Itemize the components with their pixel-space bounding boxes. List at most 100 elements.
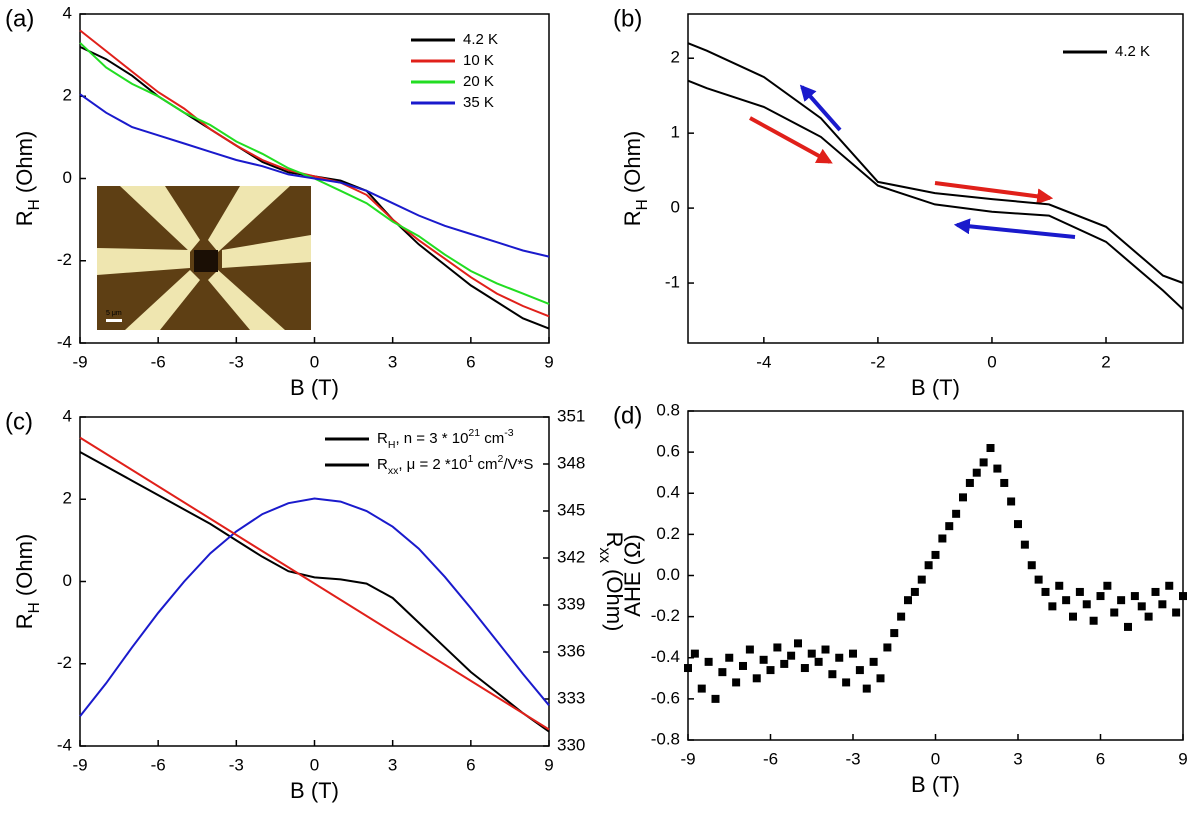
scatter-point	[1117, 596, 1126, 605]
scatter-point	[814, 657, 823, 666]
scatter-point	[849, 649, 857, 658]
x-tick-label: -3	[229, 755, 244, 774]
scatter-point	[1000, 478, 1009, 487]
arrow	[953, 218, 1076, 239]
text-part: , n = 3 * 10	[395, 430, 468, 447]
scatter-point	[1069, 612, 1077, 621]
x-axis-label: B (T)	[911, 375, 960, 400]
scatter-point	[1082, 600, 1091, 609]
scatter-point	[1089, 616, 1098, 625]
y2-tick-label: 351	[557, 406, 585, 425]
text-part: , μ = 2 *10	[398, 456, 467, 473]
x-tick-label: -6	[151, 755, 166, 774]
legend-label: 4.2 K	[463, 31, 498, 48]
scatter-point	[787, 651, 796, 660]
y-axis-label: RH (Ohm)	[12, 534, 43, 629]
text-part: R	[602, 532, 627, 548]
y-axis-label: RH (Ohm)	[620, 131, 651, 226]
y2-tick-label: 336	[557, 641, 585, 660]
text-part: xx	[388, 465, 399, 477]
scatter-point	[773, 643, 782, 652]
scatter-point	[952, 509, 961, 518]
x-tick-label: 0	[310, 755, 319, 774]
panel-label: (c)	[5, 408, 33, 435]
y2-axis-label: Rxx (Ohm)	[596, 532, 627, 632]
scatter-point	[1041, 587, 1050, 596]
y-tick-label: 0	[63, 168, 72, 187]
legend-label: RH, n = 3 * 1021 cm-3	[377, 427, 514, 451]
series-line	[79, 436, 550, 731]
scatter-point	[979, 458, 988, 467]
sweep-arrows	[749, 84, 1076, 239]
x-tick-label: -9	[72, 352, 87, 371]
y-tick-label: -4	[57, 735, 72, 754]
y-tick-label: 4	[63, 3, 72, 22]
scatter-point	[938, 534, 947, 543]
y-tick-label: 2	[671, 48, 680, 67]
x-tick-label: 9	[544, 352, 553, 371]
scatter-point	[883, 643, 892, 652]
legend-label: 4.2 K	[1115, 43, 1150, 60]
scatter-point	[965, 478, 974, 487]
x-tick-label: -6	[151, 352, 166, 371]
scatter-point	[690, 649, 699, 658]
scatter-point	[725, 653, 734, 662]
scatter-point	[1027, 561, 1036, 570]
arrow	[799, 84, 842, 132]
y2-tick-label: 330	[557, 735, 585, 754]
text-part: 1	[467, 453, 473, 465]
y2-tick-label: 345	[557, 500, 585, 519]
y2-tick-label: 339	[557, 594, 585, 613]
scatter-point	[697, 684, 706, 693]
x-tick-label: -6	[763, 749, 778, 768]
x-axis-label: B (T)	[911, 772, 960, 797]
scatter-point	[739, 661, 747, 670]
scatter-point	[876, 674, 885, 683]
inset-scale-label: 5 μm	[106, 310, 122, 317]
scatter-point	[835, 653, 844, 662]
y-tick-label: -0.6	[651, 688, 680, 707]
x-tick-label: 9	[1178, 749, 1187, 768]
scatter-point	[821, 645, 830, 654]
series-line	[79, 29, 550, 318]
text-part: H	[26, 602, 43, 613]
text-part: H	[388, 439, 396, 451]
panel-label: (b)	[613, 5, 642, 32]
text-part: R	[12, 613, 37, 629]
text-part: -3	[504, 427, 513, 439]
x-tick-label: 3	[388, 755, 397, 774]
y-tick-label: 2	[63, 489, 72, 508]
x-axis-label: B (T)	[290, 778, 339, 803]
x-tick-label: 6	[466, 352, 475, 371]
y-tick-label: -1	[665, 273, 680, 292]
y-tick-label: -2	[57, 653, 72, 672]
x-tick-label: -9	[680, 749, 695, 768]
scatter-point	[1137, 602, 1146, 611]
y2-tick-label: 342	[557, 547, 585, 566]
y-tick-label: -0.8	[651, 729, 680, 748]
scatter-point	[684, 664, 692, 673]
text-part: cm	[473, 456, 497, 473]
scatter-point	[1103, 581, 1112, 590]
y-tick-label: 1	[671, 123, 680, 142]
y-axis-label: AHE (Ω)	[620, 534, 645, 616]
scatter-point	[924, 561, 933, 570]
x-tick-label: 3	[388, 352, 397, 371]
y2-tick-label: 348	[557, 453, 585, 472]
text-part: (Ohm)	[602, 563, 627, 631]
scatter-point	[1172, 608, 1181, 617]
y-tick-label: 0.4	[656, 483, 680, 502]
scatter-point	[1062, 596, 1071, 605]
scatter-point	[1055, 581, 1064, 590]
text-part: R	[620, 210, 645, 226]
x-tick-label: -9	[72, 755, 87, 774]
text-part: 21	[468, 427, 480, 439]
scatter-point	[1144, 612, 1153, 621]
plot-frame	[687, 410, 1184, 741]
legend-label: Rxx, μ = 2 *101 cm2/V*S	[377, 453, 533, 477]
scatter-point	[807, 649, 816, 658]
x-tick-label: 3	[1013, 749, 1022, 768]
text-part: AHE (Ω)	[620, 534, 645, 616]
legend-label: 20 K	[463, 73, 494, 90]
scatter-point	[718, 668, 727, 677]
